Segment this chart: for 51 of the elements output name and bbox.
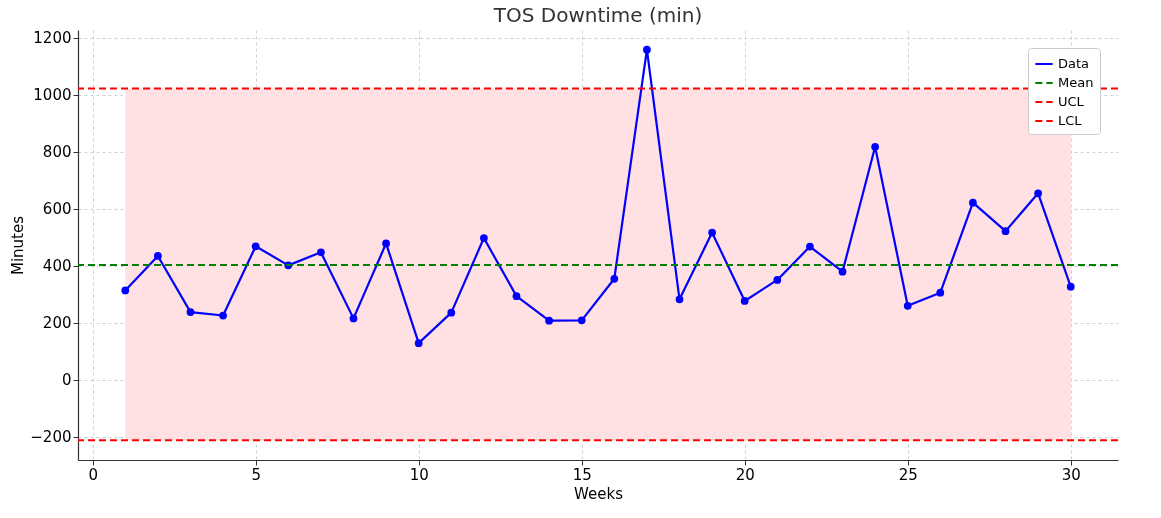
x-tick-label: 15	[572, 465, 592, 484]
y-tick-label: 1200	[33, 29, 72, 48]
x-tick-label: 30	[1061, 465, 1081, 484]
point	[643, 45, 651, 54]
point	[773, 276, 782, 284]
y-tick-label: 0	[61, 371, 72, 390]
x-tick-label: 0	[88, 465, 98, 484]
point	[349, 314, 358, 323]
point	[708, 228, 716, 237]
point	[382, 239, 390, 248]
point	[838, 267, 847, 276]
point	[121, 286, 130, 295]
legend-label: LCL	[1058, 113, 1083, 128]
point	[251, 242, 260, 251]
point	[740, 297, 749, 305]
point	[577, 316, 586, 325]
y-tick-label: 200	[42, 314, 72, 333]
legend-label: Data	[1058, 56, 1090, 71]
y-tick-label: 600	[42, 200, 72, 219]
point	[936, 288, 945, 297]
point	[545, 316, 553, 325]
y-axis-title: Minutes	[9, 215, 28, 276]
point	[903, 301, 912, 310]
x-tick-label: 10	[409, 465, 429, 484]
x-tick-label: 25	[898, 465, 918, 484]
point	[154, 252, 162, 260]
point	[806, 242, 814, 251]
y-tick-label: 1000	[33, 86, 72, 105]
y-tick-label: 800	[42, 143, 72, 162]
chart-title: TOS Downtime (min)	[492, 2, 703, 27]
point	[1066, 282, 1075, 291]
y-tick-label: −200	[30, 428, 72, 447]
legend-label: UCL	[1058, 94, 1085, 109]
point	[871, 142, 879, 151]
y-tick-label: 400	[42, 257, 72, 276]
point	[480, 234, 488, 242]
point	[1001, 227, 1010, 236]
point	[186, 308, 195, 316]
x-tick-label: 5	[251, 465, 261, 484]
point	[447, 308, 456, 317]
point	[414, 339, 423, 348]
point	[219, 311, 227, 320]
point	[675, 295, 684, 304]
x-axis-title: Weeks	[574, 484, 624, 503]
point	[1034, 189, 1042, 198]
point	[317, 248, 325, 257]
point	[610, 274, 619, 283]
x-tick-label: 20	[735, 465, 755, 484]
legend-label: Mean	[1058, 75, 1094, 90]
point	[512, 292, 521, 301]
point	[969, 198, 977, 207]
